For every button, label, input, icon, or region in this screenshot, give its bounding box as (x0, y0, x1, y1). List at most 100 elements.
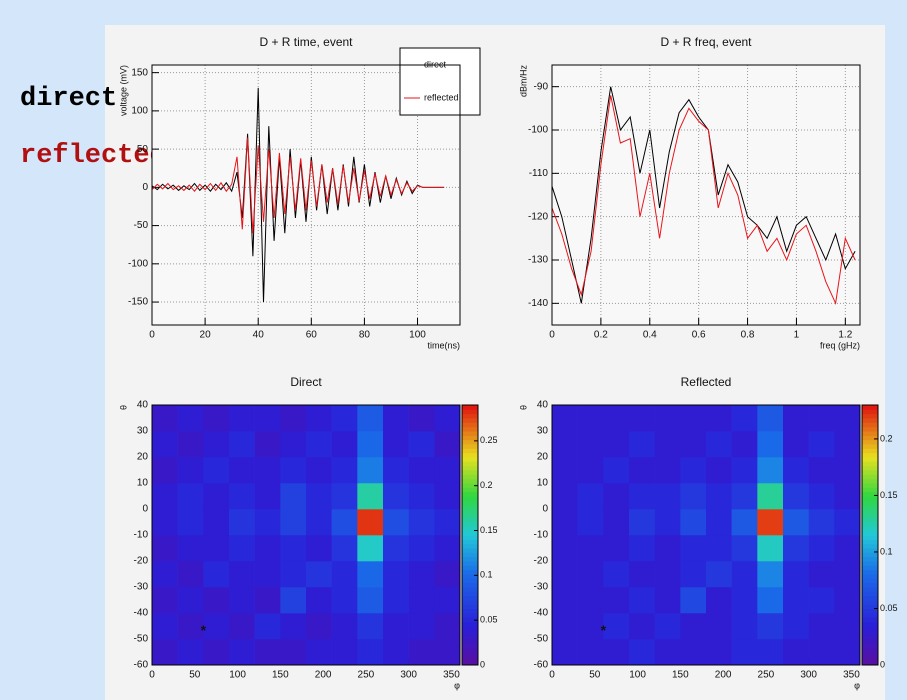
heat-cell (229, 509, 255, 536)
heat-cell (706, 639, 732, 666)
heat-cell (783, 587, 809, 614)
heat-cell (152, 535, 178, 562)
colorbar-slice (462, 487, 478, 493)
heat-cell (654, 561, 681, 588)
x-tick-label: 0 (149, 670, 155, 681)
heat-cell (203, 457, 230, 484)
heat-cell (434, 639, 461, 666)
overlay-label: reflected (20, 141, 166, 171)
colorbar-tick-label: 0.25 (480, 435, 498, 445)
heat-cell (654, 483, 681, 510)
x-axis-title: time(ns) (427, 340, 460, 350)
series-line (551, 86, 856, 304)
colorbar-slice (862, 582, 878, 588)
y-tick-label: -30 (534, 582, 549, 593)
heat-cell (306, 509, 332, 536)
heat-cell (629, 483, 655, 510)
heat-cell (757, 509, 784, 536)
heat-cell (357, 457, 384, 484)
colorbar-slice (862, 639, 878, 644)
series-line (551, 95, 856, 306)
y-tick-label: -60 (534, 660, 549, 671)
heat-cell (203, 561, 230, 588)
heat-cell (408, 587, 435, 614)
heat-cell (603, 483, 630, 510)
x-tick-label: 0.6 (692, 330, 706, 341)
heat-cell (229, 457, 255, 484)
heat-cell (383, 535, 409, 562)
heat-cell (808, 639, 835, 666)
colorbar-slice (862, 409, 878, 415)
heat-cell (706, 457, 732, 484)
heat-cell (152, 587, 178, 614)
heat-cell (280, 431, 307, 458)
y-axis-title: dBm/Hz (518, 65, 528, 98)
heat-cell (783, 561, 809, 588)
colorbar-slice (462, 496, 478, 501)
colorbar-slice (862, 613, 878, 618)
heat-cell (577, 457, 604, 484)
y-tick-label: -100 (528, 125, 548, 136)
heat-cell (254, 535, 281, 562)
overlay-label: direct (20, 84, 117, 114)
colorbar-slice (862, 500, 878, 506)
colorbar-slice (862, 444, 878, 449)
colorbar-slice (462, 517, 478, 523)
colorbar-slice (862, 522, 878, 527)
y-tick-label: 20 (137, 452, 149, 463)
colorbar-slice (462, 604, 478, 610)
heat-cell (408, 613, 435, 640)
heat-cell (706, 613, 732, 640)
heat-cell (152, 431, 178, 458)
heat-cell (203, 535, 230, 562)
colorbar-slice (462, 452, 478, 458)
colorbar-slice (862, 621, 878, 627)
series-line (151, 137, 445, 234)
heat-cell (757, 405, 784, 432)
x-tick-label: 200 (715, 670, 732, 681)
heat-cell (152, 483, 178, 510)
heat-cell (357, 483, 384, 510)
heat-cell (731, 405, 758, 432)
heat-cell (331, 405, 358, 432)
heat-cell (434, 431, 461, 458)
colorbar-slice (462, 444, 478, 449)
colorbar-slice (862, 448, 878, 454)
heat-cell (177, 613, 204, 640)
heat-cell (434, 457, 461, 484)
heat-cell (654, 509, 681, 536)
colorbar-slice (862, 418, 878, 423)
heat-cell (177, 405, 204, 432)
heat-cell (552, 587, 578, 614)
colorbar-slice (862, 587, 878, 592)
colorbar-slice (862, 470, 878, 475)
colorbar-slice (862, 578, 878, 584)
colorbar-slice (462, 448, 478, 454)
heat-cell (603, 587, 630, 614)
colorbar-slice (862, 548, 878, 553)
y-tick-label: 0 (542, 504, 548, 515)
x-tick-label: 0.8 (741, 330, 755, 341)
heat-cell (757, 535, 784, 562)
y-tick-label: -90 (534, 81, 549, 92)
heat-cell (408, 561, 435, 588)
plot-frame (551, 64, 861, 326)
x-axis-title: freq (gHz) (820, 340, 860, 350)
plot-frame (151, 64, 461, 326)
point-marker: * (601, 622, 607, 638)
heat-cell (680, 613, 707, 640)
colorbar-slice (862, 513, 878, 519)
heat-cell (203, 431, 230, 458)
heat-cell (783, 535, 809, 562)
colorbar-slice (862, 517, 878, 523)
heat-cell (254, 561, 281, 588)
heat-cell (434, 561, 461, 588)
chart-title: D + R time, event (259, 35, 353, 49)
heat-cell (177, 431, 204, 458)
heat-cell (408, 431, 435, 458)
y-tick-label: 150 (131, 67, 148, 78)
heat-cell (203, 587, 230, 614)
heat-cell (808, 561, 835, 588)
heat-cell (783, 457, 809, 484)
colorbar-slice (862, 604, 878, 610)
